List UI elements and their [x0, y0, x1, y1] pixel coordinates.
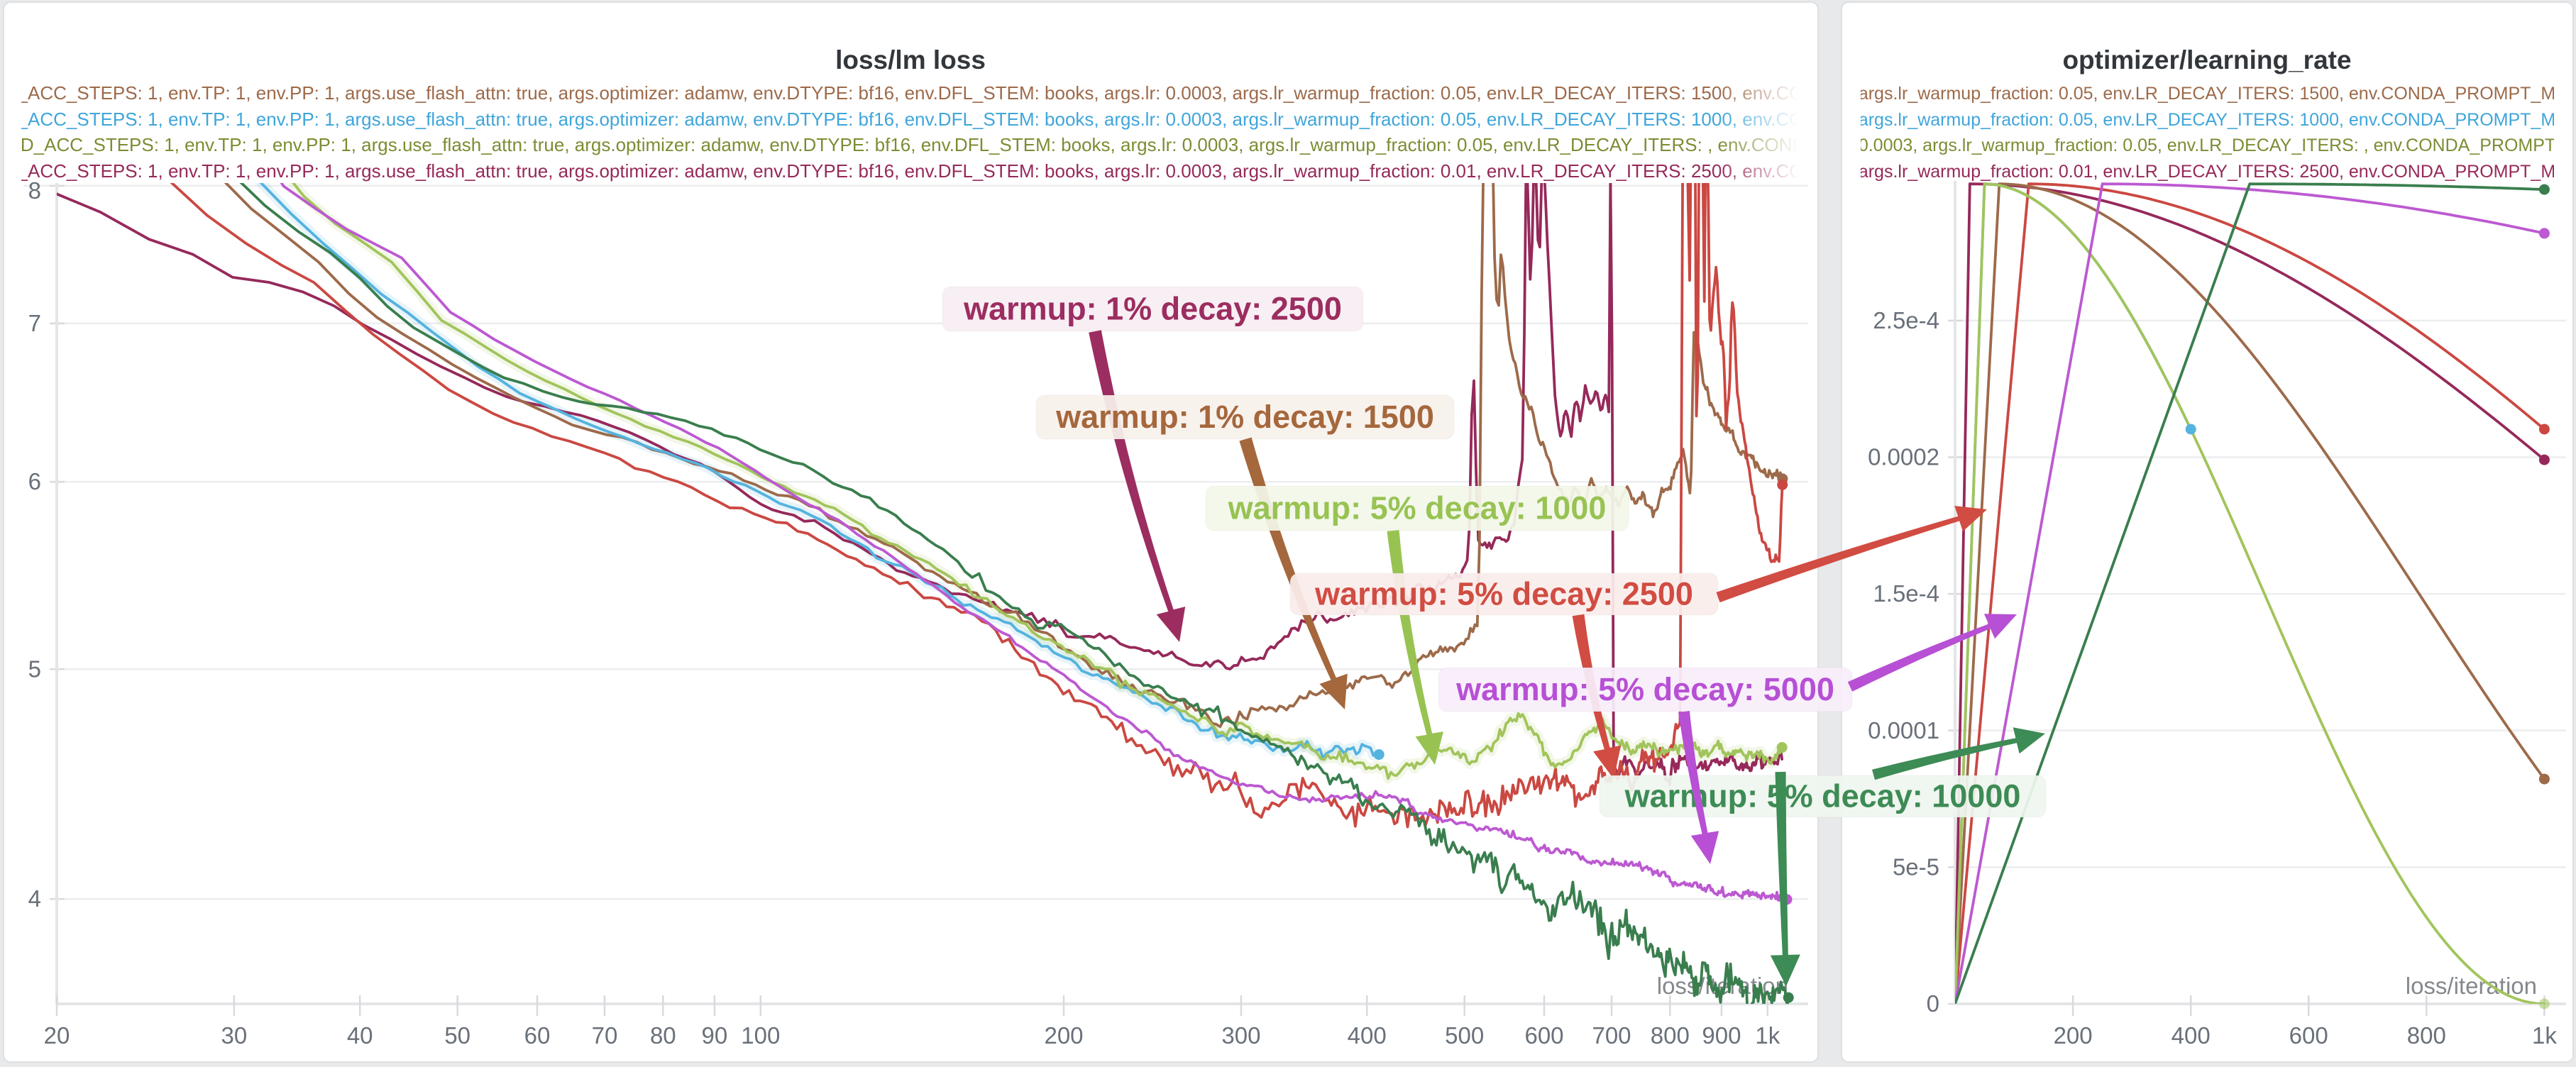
svg-text:50: 50 — [444, 1022, 470, 1049]
svg-text:warmup: 5% decay: 1000: warmup: 5% decay: 1000 — [1228, 490, 1607, 526]
svg-text:warmup: 1% decay: 2500: warmup: 1% decay: 2500 — [963, 291, 1342, 327]
svg-text:500: 500 — [1445, 1022, 1484, 1049]
svg-text:1.5e-4: 1.5e-4 — [1873, 580, 1939, 607]
svg-text:6: 6 — [28, 468, 41, 494]
svg-text:2.5e-4: 2.5e-4 — [1873, 307, 1939, 333]
svg-text:optimizer/learning_rate: optimizer/learning_rate — [2062, 45, 2351, 74]
svg-text:20: 20 — [44, 1022, 70, 1049]
svg-text:RAD_ACC_STEPS: 1, env.TP: 1, e: RAD_ACC_STEPS: 1, env.TP: 1, env.PP: 1, … — [0, 82, 1843, 104]
svg-text:RAD_ACC_STEPS: 1, env.TP: 1, e: RAD_ACC_STEPS: 1, env.TP: 1, env.PP: 1, … — [0, 109, 1843, 130]
svg-text:300: 300 — [1221, 1022, 1260, 1049]
svg-text:1k: 1k — [1755, 1022, 1780, 1049]
svg-text:1k: 1k — [2532, 1022, 2557, 1049]
svg-text:RAD_ACC_STEPS: 1, env.TP: 1, e: RAD_ACC_STEPS: 1, env.TP: 1, env.PP: 1, … — [0, 160, 1843, 182]
svg-text:GRAD_ACC_STEPS: 1, env.TP: 1,: GRAD_ACC_STEPS: 1, env.TP: 1, env.PP: 1,… — [0, 134, 1840, 155]
svg-text:loss/iteration: loss/iteration — [2406, 973, 2537, 999]
svg-text:900: 900 — [1702, 1022, 1741, 1049]
svg-text:0.0001: 0.0001 — [1868, 717, 1939, 743]
svg-text:args.lr_warmup_fraction: 0.01,: args.lr_warmup_fraction: 0.01, env.LR_DE… — [1859, 162, 2555, 182]
svg-text:0.0003, args.lr_warmup_fractio: 0.0003, args.lr_warmup_fraction: 0.05, e… — [1859, 136, 2555, 155]
svg-text:400: 400 — [2172, 1022, 2211, 1049]
svg-text:args.lr_warmup_fraction: 0.05,: args.lr_warmup_fraction: 0.05, env.LR_DE… — [1859, 84, 2555, 104]
svg-text:5: 5 — [28, 656, 41, 682]
svg-text:100: 100 — [741, 1022, 780, 1049]
svg-text:600: 600 — [1524, 1022, 1563, 1049]
svg-text:30: 30 — [221, 1022, 248, 1049]
svg-text:warmup: 1% decay: 1500: warmup: 1% decay: 1500 — [1055, 399, 1434, 435]
svg-text:40: 40 — [347, 1022, 373, 1049]
svg-text:400: 400 — [1348, 1022, 1387, 1049]
svg-text:4: 4 — [28, 885, 41, 912]
svg-text:loss/lm loss: loss/lm loss — [835, 45, 986, 74]
svg-text:0.0002: 0.0002 — [1868, 444, 1939, 470]
svg-text:200: 200 — [1044, 1022, 1083, 1049]
svg-text:args.lr_warmup_fraction: 0.05,: args.lr_warmup_fraction: 0.05, env.LR_DE… — [1859, 110, 2555, 130]
svg-text:warmup: 5% decay: 5000: warmup: 5% decay: 5000 — [1455, 671, 1834, 707]
svg-text:5e-5: 5e-5 — [1893, 853, 1939, 880]
svg-text:0: 0 — [1927, 990, 1939, 1017]
svg-text:200: 200 — [2054, 1022, 2093, 1049]
svg-text:60: 60 — [524, 1022, 551, 1049]
svg-text:800: 800 — [1651, 1022, 1690, 1049]
svg-text:warmup: 5% decay: 2500: warmup: 5% decay: 2500 — [1314, 576, 1693, 612]
svg-text:70: 70 — [592, 1022, 618, 1049]
svg-text:warmup: 5% decay: 10000: warmup: 5% decay: 10000 — [1624, 778, 2021, 814]
svg-text:90: 90 — [702, 1022, 728, 1049]
svg-text:600: 600 — [2289, 1022, 2328, 1049]
svg-text:700: 700 — [1592, 1022, 1631, 1049]
svg-text:80: 80 — [650, 1022, 676, 1049]
svg-text:7: 7 — [28, 310, 41, 336]
svg-text:8: 8 — [28, 177, 41, 204]
svg-text:800: 800 — [2407, 1022, 2446, 1049]
